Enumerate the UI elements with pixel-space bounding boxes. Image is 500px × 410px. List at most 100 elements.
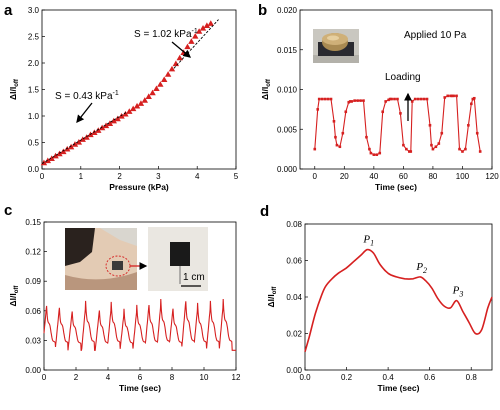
data-point — [416, 97, 420, 101]
data-point — [467, 123, 470, 127]
y-tick-label: 0.12 — [25, 248, 41, 257]
x-tick-label: 3 — [156, 172, 161, 181]
data-point — [464, 147, 467, 151]
panel-d-letter: d — [260, 203, 269, 220]
x-tick-label: 12 — [232, 373, 241, 382]
data-point — [449, 94, 452, 98]
y-tick-label: 0.00 — [286, 366, 302, 375]
data-point — [471, 97, 475, 101]
data-point — [422, 97, 426, 101]
data-point — [431, 147, 435, 151]
data-point — [129, 105, 137, 112]
peak-label-2: P2 — [415, 261, 427, 275]
plot-frame — [304, 223, 493, 371]
data-point — [334, 135, 337, 139]
data-point — [399, 112, 402, 115]
data-point — [440, 131, 444, 135]
x-tick-label: 80 — [428, 172, 437, 181]
data-point — [326, 97, 330, 101]
data-point — [347, 100, 351, 104]
panel-b-chart: 0 20 40 60 80 100 120 0.000 0.005 0.010 0.015 0.020… — [260, 6, 499, 192]
y-axis-label: ΔI/Ioff — [8, 78, 20, 100]
data-point — [168, 65, 176, 72]
data-point — [434, 145, 438, 149]
data-point — [475, 131, 479, 135]
x-tick-label: 0.0 — [299, 373, 311, 382]
data-point — [452, 94, 455, 98]
y-tick-label: 3.0 — [28, 6, 40, 15]
data-point — [425, 97, 429, 101]
x-tick-label: 8 — [170, 373, 175, 382]
data-point — [79, 136, 86, 142]
y-axis-label: ΔI/Ioff — [260, 78, 272, 100]
y-tick-label: 0.06 — [25, 307, 41, 316]
data-point — [381, 110, 385, 114]
data-point — [478, 150, 482, 153]
peak-label-1: P1 — [362, 234, 374, 248]
data-point — [149, 89, 156, 96]
data-point — [396, 97, 399, 101]
y-tick-label: 0.09 — [25, 277, 41, 286]
data-point — [338, 145, 342, 149]
data-point — [83, 134, 90, 140]
y-tick-label: 0.02 — [286, 330, 302, 339]
data-point — [102, 122, 110, 129]
data-point — [384, 100, 387, 103]
data-point — [430, 143, 433, 147]
panel-a-letter: a — [4, 2, 13, 19]
data-point — [192, 32, 199, 39]
data-point — [419, 97, 423, 101]
data-point — [75, 138, 83, 145]
data-point — [141, 97, 149, 103]
data-point — [48, 155, 55, 161]
data-point — [52, 152, 59, 159]
x-tick-label: 5 — [234, 172, 239, 181]
y-tick-label: 0.005 — [277, 125, 298, 134]
data-point — [316, 108, 320, 111]
data-point — [437, 142, 441, 145]
loading-label: Loading — [385, 72, 421, 83]
y-axis-label: ΔI/Ioff — [8, 285, 20, 307]
fit-arrow — [171, 41, 191, 58]
x-tick-label: 0.8 — [466, 373, 478, 382]
data-point — [341, 131, 345, 135]
data-point — [393, 97, 396, 101]
data-point — [188, 38, 195, 44]
x-axis-label: Time (sec) — [378, 383, 420, 393]
panel-b-letter: b — [258, 2, 267, 19]
data-point — [356, 99, 359, 102]
patch-photo: 1 cm — [148, 227, 208, 291]
data-point — [446, 94, 449, 98]
data-point — [157, 81, 164, 87]
data-point — [60, 148, 67, 155]
data-point — [114, 115, 121, 122]
data-point — [405, 147, 408, 151]
data-point — [153, 85, 160, 92]
x-tick-label: 0 — [40, 172, 45, 181]
data-point — [413, 97, 417, 101]
data-point — [365, 135, 368, 139]
data-point — [450, 94, 454, 98]
x-tick-label: 0 — [42, 373, 47, 382]
y-tick-label: 0.04 — [286, 293, 302, 302]
data-point — [369, 151, 373, 155]
data-point — [137, 100, 145, 106]
fit-line — [41, 111, 128, 165]
x-tick-label: 4 — [195, 172, 200, 181]
data-point — [344, 110, 348, 114]
y-tick-label: 0.03 — [25, 336, 41, 345]
data-point — [195, 28, 203, 34]
panel-c-letter: c — [4, 202, 12, 219]
data-point — [176, 54, 183, 61]
panel-a-chart: 0 1 2 3 4 5 0.0 0.5 1.0 1.5 2.0 2.5 3.0 Pressure (kPa… — [8, 6, 239, 192]
x-tick-label: 2 — [74, 373, 79, 382]
data-point — [407, 150, 411, 153]
x-tick-label: 40 — [369, 172, 378, 181]
data-point — [332, 120, 336, 123]
y-tick-label: 0.0 — [28, 165, 40, 174]
y-tick-label: 2.5 — [28, 33, 40, 42]
x-tick-label: 120 — [485, 172, 499, 181]
data-point — [458, 147, 461, 151]
sensor-photo — [313, 29, 359, 63]
data-point — [472, 96, 476, 100]
